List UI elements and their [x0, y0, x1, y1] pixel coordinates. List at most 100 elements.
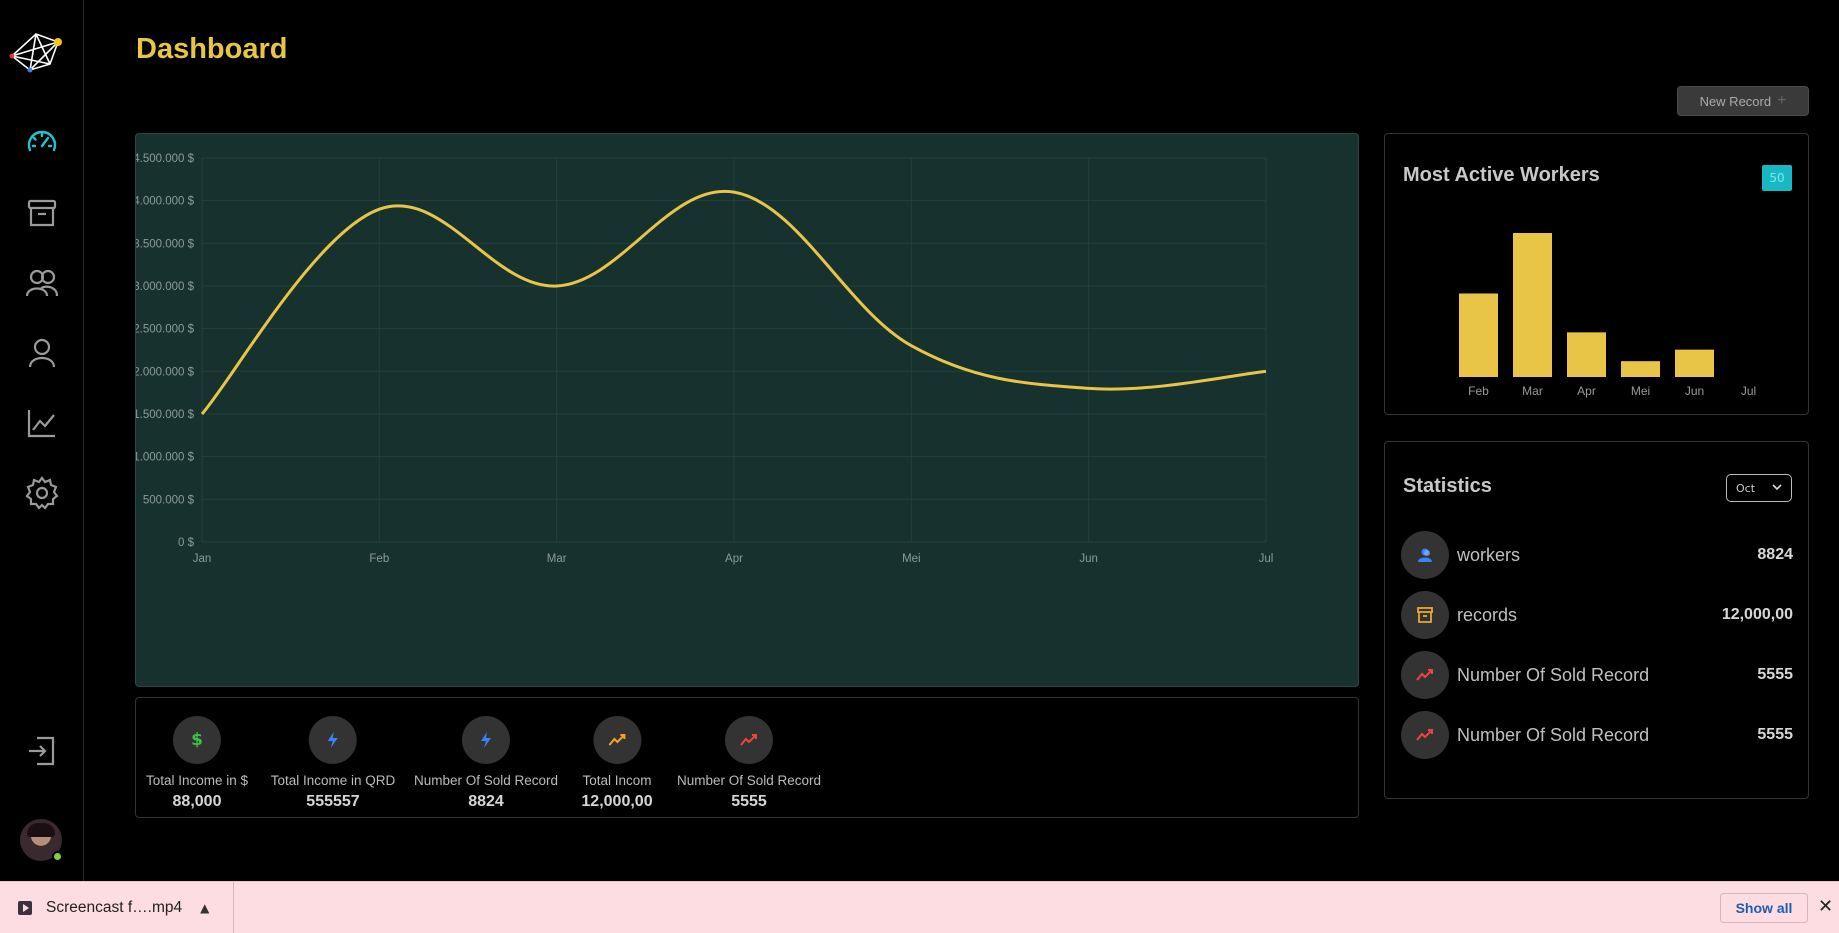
- summary-label: Total Income in QRD: [270, 773, 396, 788]
- bolt-icon: [308, 716, 357, 764]
- stat-row[interactable]: workers 8824: [1401, 531, 1793, 579]
- avatar[interactable]: [20, 819, 63, 862]
- x-tick-label: Mar: [547, 553, 567, 565]
- x-tick-label: Jul: [1259, 553, 1274, 565]
- trend-up-icon: [1401, 651, 1449, 699]
- y-tick-label: 4.000.000 $: [136, 196, 195, 208]
- summary-item: Number Of Sold Record 8824: [414, 716, 558, 811]
- x-tick-label: Jan: [193, 553, 212, 565]
- month-select-value: Oct: [1736, 481, 1756, 495]
- line-chart-svg: 0 $ 500.000 $ 1.000.000 $ 1.500.000 $ 2.000.…: [136, 153, 1274, 565]
- users-icon: [1401, 531, 1449, 579]
- summary-label: Number Of Sold Record: [676, 773, 822, 788]
- workers-count-badge: 50: [1762, 165, 1792, 191]
- bar-x-label: Apr: [1577, 384, 1596, 398]
- y-tick-label: 500.000 $: [143, 494, 195, 506]
- archive-icon: [27, 199, 57, 227]
- bar-x-label: Mei: [1631, 384, 1650, 398]
- summary-item: Total Incom 12,000,00: [581, 716, 653, 811]
- stat-label: workers: [1457, 544, 1521, 565]
- income-line-chart: 0 $ 500.000 $ 1.000.000 $ 1.500.000 $ 2.000.…: [135, 133, 1359, 687]
- logout-button[interactable]: [20, 729, 64, 773]
- stat-value: 5555: [1757, 666, 1793, 683]
- stat-row[interactable]: Number Of Sold Record 5555: [1401, 711, 1793, 759]
- nav-profile[interactable]: [20, 331, 64, 375]
- online-status-dot: [52, 851, 63, 862]
- dollar-icon: $: [173, 716, 221, 764]
- worker-bar: [1567, 332, 1606, 377]
- plus-icon: +: [1777, 92, 1787, 109]
- stat-label: Number Of Sold Record: [1457, 724, 1650, 745]
- users-icon: [25, 269, 59, 297]
- download-bar: Screencast f….mp4 ▲ Show all ✕: [0, 881, 1839, 933]
- show-all-button[interactable]: Show all: [1720, 893, 1808, 923]
- x-tick-label: Mei: [902, 553, 921, 565]
- download-file-name: Screencast f….mp4: [46, 899, 183, 916]
- month-select[interactable]: Oct: [1726, 474, 1792, 502]
- y-tick-label: 3.000.000 $: [136, 281, 195, 293]
- y-tick-label: 3.500.000 $: [136, 238, 195, 250]
- y-tick-label: 1.000.000 $: [136, 452, 195, 464]
- y-tick-label: 1.500.000 $: [136, 409, 195, 421]
- x-tick-label: Feb: [369, 553, 389, 565]
- bar-x-label: Jun: [1685, 384, 1704, 398]
- x-tick-label: Apr: [725, 553, 743, 565]
- bar-x-label: Mar: [1522, 384, 1543, 398]
- y-tick-label: 4.500.000 $: [136, 153, 195, 165]
- summary-value: 88,000: [172, 793, 222, 810]
- summary-item: Number Of Sold Record 5555: [677, 716, 821, 811]
- summary-value: 555557: [306, 793, 360, 810]
- stat-value: 8824: [1757, 546, 1793, 563]
- trend-up-icon: [725, 716, 773, 764]
- line-chart-icon: [27, 410, 55, 438]
- logout-icon: [29, 736, 55, 766]
- chevron-up-icon[interactable]: ▲: [200, 901, 210, 915]
- close-icon[interactable]: ✕: [1818, 896, 1834, 917]
- summary-value: 8824: [468, 793, 504, 810]
- bar-x-label: Jul: [1741, 384, 1756, 398]
- nav-dashboard[interactable]: [20, 121, 64, 165]
- gear-icon: [25, 476, 59, 510]
- archive-icon: [1401, 591, 1449, 639]
- workers-card-title: Most Active Workers: [1403, 164, 1600, 186]
- new-record-button[interactable]: New Record +: [1677, 86, 1809, 116]
- stat-label: records: [1457, 604, 1518, 625]
- summary-label: Number Of Sold Record: [413, 773, 559, 788]
- bar-x-label: Feb: [1468, 384, 1489, 398]
- speedometer-icon: [27, 130, 57, 152]
- stat-value: 5555: [1757, 726, 1793, 743]
- summary-card: $ Total Income in $ 88,000 Total Income …: [135, 697, 1359, 818]
- worker-bar: [1459, 293, 1498, 377]
- nav-workers[interactable]: [20, 261, 64, 305]
- nav-records[interactable]: [20, 191, 64, 235]
- most-active-workers-card: Most Active Workers 50 Feb Mar Apr Mei Jun Ju…: [1384, 133, 1809, 415]
- nav-statistics[interactable]: [20, 401, 64, 445]
- summary-value: 5555: [731, 793, 767, 810]
- summary-label: Total Incom: [582, 773, 652, 788]
- summary-value: 12,000,00: [581, 793, 653, 810]
- stat-row[interactable]: Number Of Sold Record 5555: [1401, 651, 1793, 699]
- worker-bar: [1621, 361, 1660, 377]
- income-series-line: [200, 189, 1267, 415]
- logo-icon[interactable]: [6, 30, 66, 74]
- summary-item: $ Total Income in $ 88,000: [146, 716, 248, 811]
- sidebar: [0, 0, 84, 881]
- statistics-title: Statistics: [1403, 475, 1492, 497]
- summary-label: Total Income in $: [145, 773, 249, 788]
- x-tick-label: Jun: [1079, 553, 1098, 565]
- y-tick-label: 0 $: [178, 537, 195, 549]
- y-tick-label: 2.500.000 $: [136, 324, 195, 336]
- stat-label: Number Of Sold Record: [1457, 664, 1650, 685]
- statistics-card: Statistics Oct workers 8824 records 12,0…: [1384, 441, 1809, 799]
- user-icon: [28, 338, 56, 368]
- stat-row[interactable]: records 12,000,00: [1401, 591, 1793, 639]
- bolt-icon: [462, 716, 510, 764]
- stat-value: 12,000,00: [1721, 606, 1793, 623]
- download-item[interactable]: Screencast f….mp4 ▲: [0, 882, 234, 933]
- nav-settings[interactable]: [20, 471, 64, 515]
- worker-bar: [1675, 349, 1714, 377]
- workers-bar-chart: Feb Mar Apr Mei Jun Jul: [1459, 233, 1756, 398]
- video-file-icon: [18, 901, 32, 915]
- worker-bar: [1513, 233, 1552, 377]
